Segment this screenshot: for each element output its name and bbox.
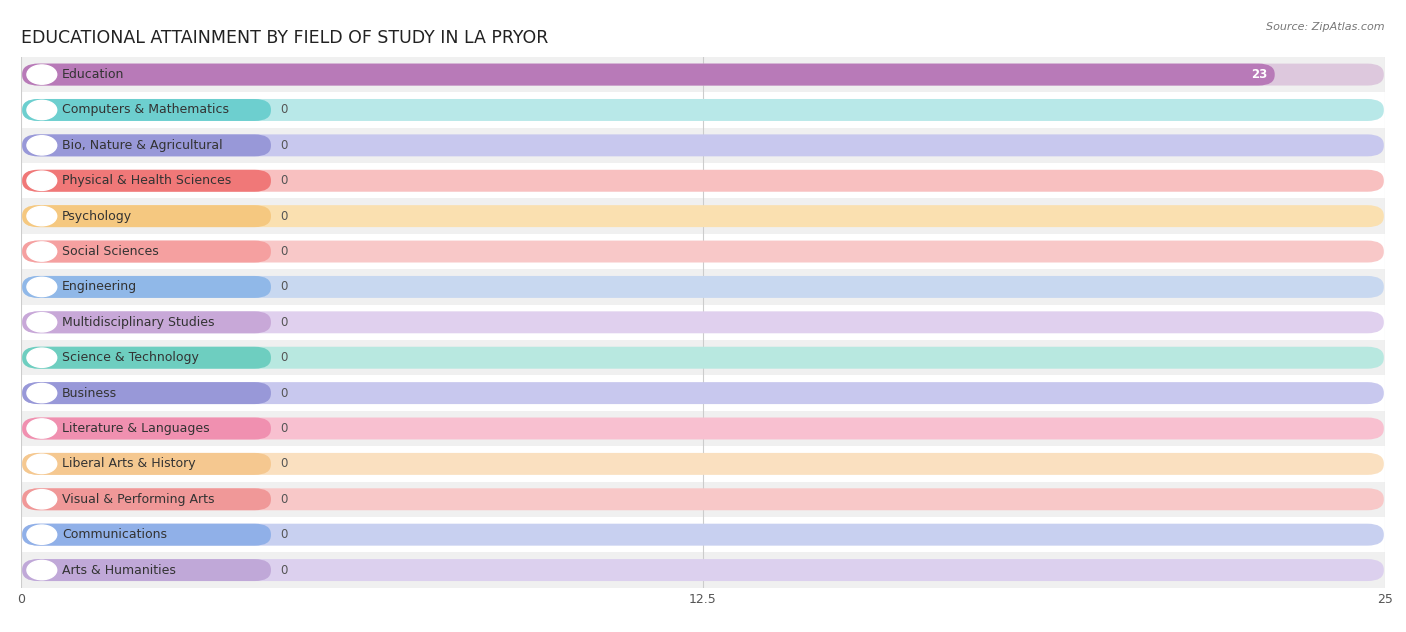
Text: Computers & Mathematics: Computers & Mathematics (62, 104, 229, 116)
Bar (21, 234, 1385, 269)
Bar (21, 57, 1385, 92)
Circle shape (27, 171, 56, 190)
FancyBboxPatch shape (22, 205, 1384, 227)
Circle shape (27, 525, 56, 544)
Bar (21, 552, 1385, 588)
Bar (21, 375, 1385, 411)
Bar (21, 128, 1385, 163)
Bar (21, 446, 1385, 482)
Text: 0: 0 (280, 351, 288, 364)
Text: 0: 0 (280, 139, 288, 152)
FancyBboxPatch shape (22, 347, 271, 368)
Text: Source: ZipAtlas.com: Source: ZipAtlas.com (1267, 22, 1385, 32)
Text: Visual & Performing Arts: Visual & Performing Arts (62, 493, 215, 506)
FancyBboxPatch shape (22, 347, 1384, 368)
Circle shape (27, 490, 56, 509)
FancyBboxPatch shape (22, 241, 271, 262)
Bar (21, 198, 1385, 234)
Text: 0: 0 (280, 210, 288, 222)
FancyBboxPatch shape (22, 312, 271, 333)
FancyBboxPatch shape (22, 312, 1384, 333)
Text: Social Sciences: Social Sciences (62, 245, 159, 258)
FancyBboxPatch shape (22, 64, 1275, 85)
Bar (21, 92, 1385, 128)
Text: Psychology: Psychology (62, 210, 132, 222)
Bar (21, 269, 1385, 305)
FancyBboxPatch shape (22, 170, 271, 191)
Text: 0: 0 (280, 245, 288, 258)
FancyBboxPatch shape (22, 524, 271, 545)
Text: 0: 0 (280, 316, 288, 329)
FancyBboxPatch shape (22, 241, 1384, 262)
Text: Bio, Nature & Agricultural: Bio, Nature & Agricultural (62, 139, 222, 152)
Text: Education: Education (62, 68, 124, 81)
Circle shape (27, 242, 56, 261)
Text: 0: 0 (280, 493, 288, 506)
Circle shape (27, 454, 56, 473)
FancyBboxPatch shape (22, 99, 1384, 121)
FancyBboxPatch shape (22, 135, 1384, 156)
Bar (21, 163, 1385, 198)
Text: 0: 0 (280, 564, 288, 576)
Circle shape (27, 207, 56, 226)
FancyBboxPatch shape (22, 418, 271, 439)
FancyBboxPatch shape (22, 205, 271, 227)
FancyBboxPatch shape (22, 524, 1384, 545)
FancyBboxPatch shape (22, 276, 271, 298)
Circle shape (27, 561, 56, 580)
Circle shape (27, 313, 56, 332)
FancyBboxPatch shape (22, 276, 1384, 298)
Circle shape (27, 277, 56, 296)
Text: 0: 0 (280, 422, 288, 435)
Text: 0: 0 (280, 387, 288, 399)
FancyBboxPatch shape (22, 489, 271, 510)
Text: 0: 0 (280, 458, 288, 470)
Text: Communications: Communications (62, 528, 167, 541)
FancyBboxPatch shape (22, 559, 271, 581)
Text: Arts & Humanities: Arts & Humanities (62, 564, 176, 576)
FancyBboxPatch shape (22, 489, 1384, 510)
Text: 0: 0 (280, 174, 288, 187)
Bar (21, 517, 1385, 552)
Text: 23: 23 (1251, 68, 1268, 81)
FancyBboxPatch shape (22, 170, 1384, 191)
FancyBboxPatch shape (22, 382, 1384, 404)
Bar (21, 305, 1385, 340)
Circle shape (27, 348, 56, 367)
Text: Liberal Arts & History: Liberal Arts & History (62, 458, 195, 470)
Text: Engineering: Engineering (62, 281, 138, 293)
Circle shape (27, 384, 56, 403)
FancyBboxPatch shape (22, 418, 1384, 439)
FancyBboxPatch shape (22, 99, 271, 121)
Bar (21, 411, 1385, 446)
FancyBboxPatch shape (22, 64, 1384, 85)
Text: Physical & Health Sciences: Physical & Health Sciences (62, 174, 231, 187)
Circle shape (27, 419, 56, 438)
Bar (21, 340, 1385, 375)
Text: EDUCATIONAL ATTAINMENT BY FIELD OF STUDY IN LA PRYOR: EDUCATIONAL ATTAINMENT BY FIELD OF STUDY… (21, 29, 548, 47)
Text: Business: Business (62, 387, 117, 399)
FancyBboxPatch shape (22, 453, 1384, 475)
Bar (21, 482, 1385, 517)
FancyBboxPatch shape (22, 135, 271, 156)
Circle shape (27, 136, 56, 155)
Text: 0: 0 (280, 104, 288, 116)
FancyBboxPatch shape (22, 453, 271, 475)
Text: Multidisciplinary Studies: Multidisciplinary Studies (62, 316, 215, 329)
Text: Science & Technology: Science & Technology (62, 351, 198, 364)
Text: Literature & Languages: Literature & Languages (62, 422, 209, 435)
Text: 0: 0 (280, 528, 288, 541)
FancyBboxPatch shape (22, 382, 271, 404)
Circle shape (27, 65, 56, 84)
FancyBboxPatch shape (22, 559, 1384, 581)
Text: 0: 0 (280, 281, 288, 293)
Circle shape (27, 100, 56, 119)
